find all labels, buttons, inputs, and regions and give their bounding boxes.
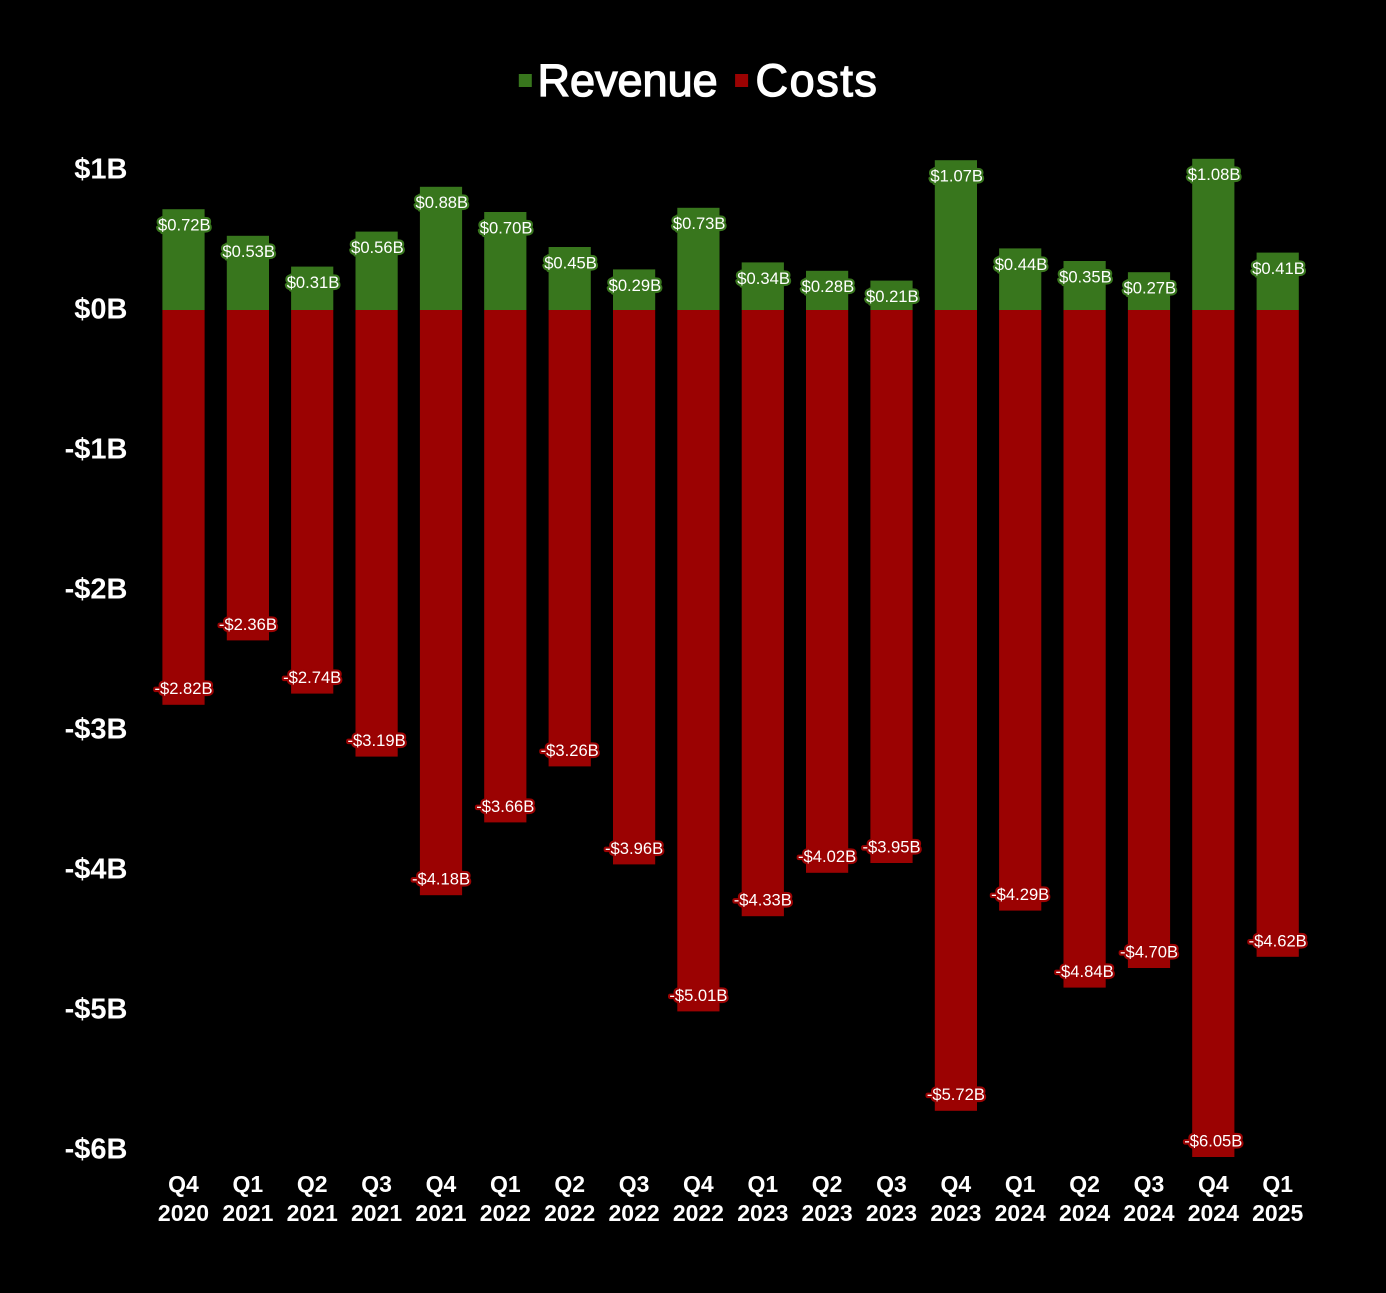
svg-text:Q2: Q2 <box>297 1171 328 1197</box>
svg-text:-$3.96B: -$3.96B <box>605 839 663 858</box>
svg-text:2024: 2024 <box>995 1200 1046 1226</box>
svg-text:-$4.33B: -$4.33B <box>734 891 792 910</box>
svg-text:-$6.05B: -$6.05B <box>1184 1132 1242 1151</box>
svg-text:-$4.70B: -$4.70B <box>1120 943 1178 962</box>
svg-text:-$3.26B: -$3.26B <box>541 741 599 760</box>
svg-text:$0.35B: $0.35B <box>1059 267 1112 286</box>
svg-text:-$4.18B: -$4.18B <box>412 870 470 889</box>
svg-text:2025: 2025 <box>1252 1200 1303 1226</box>
svg-text:-$4.02B: -$4.02B <box>798 847 856 866</box>
svg-text:Q1: Q1 <box>233 1171 264 1197</box>
svg-text:2021: 2021 <box>351 1200 402 1226</box>
svg-text:-$5.01B: -$5.01B <box>669 986 727 1005</box>
svg-text:-$4B: -$4B <box>65 854 128 886</box>
svg-text:2020: 2020 <box>158 1200 209 1226</box>
svg-text:2024: 2024 <box>1188 1200 1239 1226</box>
svg-text:Costs: Costs <box>756 55 879 106</box>
svg-text:Q1: Q1 <box>1005 1171 1036 1197</box>
svg-text:$0.88B: $0.88B <box>416 193 469 212</box>
svg-text:$0B: $0B <box>74 294 127 326</box>
svg-text:-$4.62B: -$4.62B <box>1249 931 1307 950</box>
svg-text:2021: 2021 <box>287 1200 338 1226</box>
svg-text:$0.72B: $0.72B <box>158 216 211 235</box>
svg-text:Q3: Q3 <box>1134 1171 1165 1197</box>
svg-text:-$4.84B: -$4.84B <box>1056 962 1114 981</box>
svg-text:Q1: Q1 <box>747 1171 778 1197</box>
svg-text:Q1: Q1 <box>490 1171 521 1197</box>
svg-text:Q3: Q3 <box>876 1171 907 1197</box>
svg-text:-$2.82B: -$2.82B <box>154 679 212 698</box>
svg-text:2021: 2021 <box>415 1200 466 1226</box>
svg-text:-$6B: -$6B <box>65 1134 128 1166</box>
svg-text:-$5B: -$5B <box>65 994 128 1026</box>
svg-text:2024: 2024 <box>1123 1200 1174 1226</box>
svg-text:-$3.19B: -$3.19B <box>348 731 406 750</box>
svg-text:-$3.66B: -$3.66B <box>476 797 534 816</box>
svg-text:-$2.74B: -$2.74B <box>283 668 341 687</box>
svg-text:$0.27B: $0.27B <box>1124 279 1177 298</box>
svg-text:Q4: Q4 <box>426 1171 457 1197</box>
svg-text:$0.31B: $0.31B <box>287 273 340 292</box>
svg-text:2023: 2023 <box>737 1200 788 1226</box>
svg-text:$1.07B: $1.07B <box>930 167 983 186</box>
svg-text:Q4: Q4 <box>168 1171 199 1197</box>
svg-text:-$3.95B: -$3.95B <box>862 838 920 857</box>
svg-text:Q4: Q4 <box>683 1171 714 1197</box>
svg-text:-$4.29B: -$4.29B <box>991 885 1049 904</box>
svg-text:2022: 2022 <box>480 1200 531 1226</box>
svg-text:-$2B: -$2B <box>65 574 128 606</box>
svg-text:2023: 2023 <box>802 1200 853 1226</box>
svg-text:$0.56B: $0.56B <box>351 238 404 257</box>
svg-text:Q3: Q3 <box>361 1171 392 1197</box>
svg-text:Q4: Q4 <box>941 1171 972 1197</box>
svg-text:Q2: Q2 <box>1069 1171 1100 1197</box>
svg-text:Q2: Q2 <box>554 1171 585 1197</box>
svg-text:$0.44B: $0.44B <box>995 255 1048 274</box>
svg-text:Q4: Q4 <box>1198 1171 1229 1197</box>
svg-text:Q2: Q2 <box>812 1171 843 1197</box>
svg-text:$1B: $1B <box>74 154 127 186</box>
svg-text:-$3B: -$3B <box>65 714 128 746</box>
svg-text:2023: 2023 <box>930 1200 981 1226</box>
svg-text:$0.29B: $0.29B <box>609 276 662 295</box>
svg-text:$0.34B: $0.34B <box>737 269 790 288</box>
svg-text:-$5.72B: -$5.72B <box>927 1085 985 1104</box>
svg-text:$1.08B: $1.08B <box>1188 165 1241 184</box>
svg-text:2021: 2021 <box>222 1200 273 1226</box>
svg-text:$0.73B: $0.73B <box>673 214 726 233</box>
svg-text:2023: 2023 <box>866 1200 917 1226</box>
svg-text:2022: 2022 <box>609 1200 660 1226</box>
svg-text:$0.70B: $0.70B <box>480 218 533 237</box>
svg-text:-$1B: -$1B <box>65 434 128 466</box>
svg-text:$0.28B: $0.28B <box>802 277 855 296</box>
svg-text:$0.21B: $0.21B <box>866 287 919 306</box>
svg-text:2024: 2024 <box>1059 1200 1110 1226</box>
svg-text:2022: 2022 <box>673 1200 724 1226</box>
svg-text:Q3: Q3 <box>619 1171 650 1197</box>
svg-text:$0.41B: $0.41B <box>1252 259 1305 278</box>
svg-text:Revenue: Revenue <box>538 55 718 106</box>
svg-text:$0.45B: $0.45B <box>544 253 597 272</box>
svg-text:2022: 2022 <box>544 1200 595 1226</box>
svg-text:-$2.36B: -$2.36B <box>219 615 277 634</box>
svg-text:$0.53B: $0.53B <box>222 242 275 261</box>
svg-text:Q1: Q1 <box>1262 1171 1293 1197</box>
